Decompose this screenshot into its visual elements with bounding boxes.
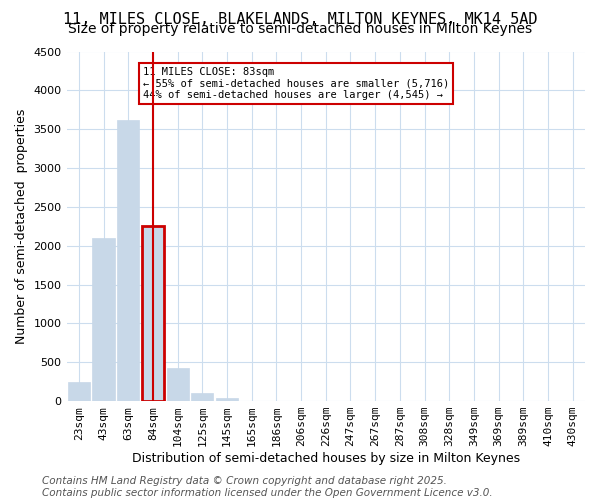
Bar (92, 238, 115, 401)
Y-axis label: Number of semi-detached  properties: Number of semi-detached properties (15, 108, 28, 344)
Bar (216, 398, 238, 401)
Text: Size of property relative to semi-detached houses in Milton Keynes: Size of property relative to semi-detach… (68, 22, 532, 36)
Bar (68, 382, 90, 401)
Text: 11, MILES CLOSE, BLAKELANDS, MILTON KEYNES, MK14 5AD: 11, MILES CLOSE, BLAKELANDS, MILTON KEYN… (63, 12, 537, 28)
Bar (142, 226, 164, 401)
X-axis label: Distribution of semi-detached houses by size in Milton Keynes: Distribution of semi-detached houses by … (132, 452, 520, 465)
Bar (167, 368, 189, 401)
Bar (191, 392, 214, 401)
Bar (117, 120, 139, 401)
Text: 11 MILES CLOSE: 83sqm
← 55% of semi-detached houses are smaller (5,716)
44% of s: 11 MILES CLOSE: 83sqm ← 55% of semi-deta… (143, 67, 449, 100)
Text: Contains HM Land Registry data © Crown copyright and database right 2025.
Contai: Contains HM Land Registry data © Crown c… (42, 476, 493, 498)
